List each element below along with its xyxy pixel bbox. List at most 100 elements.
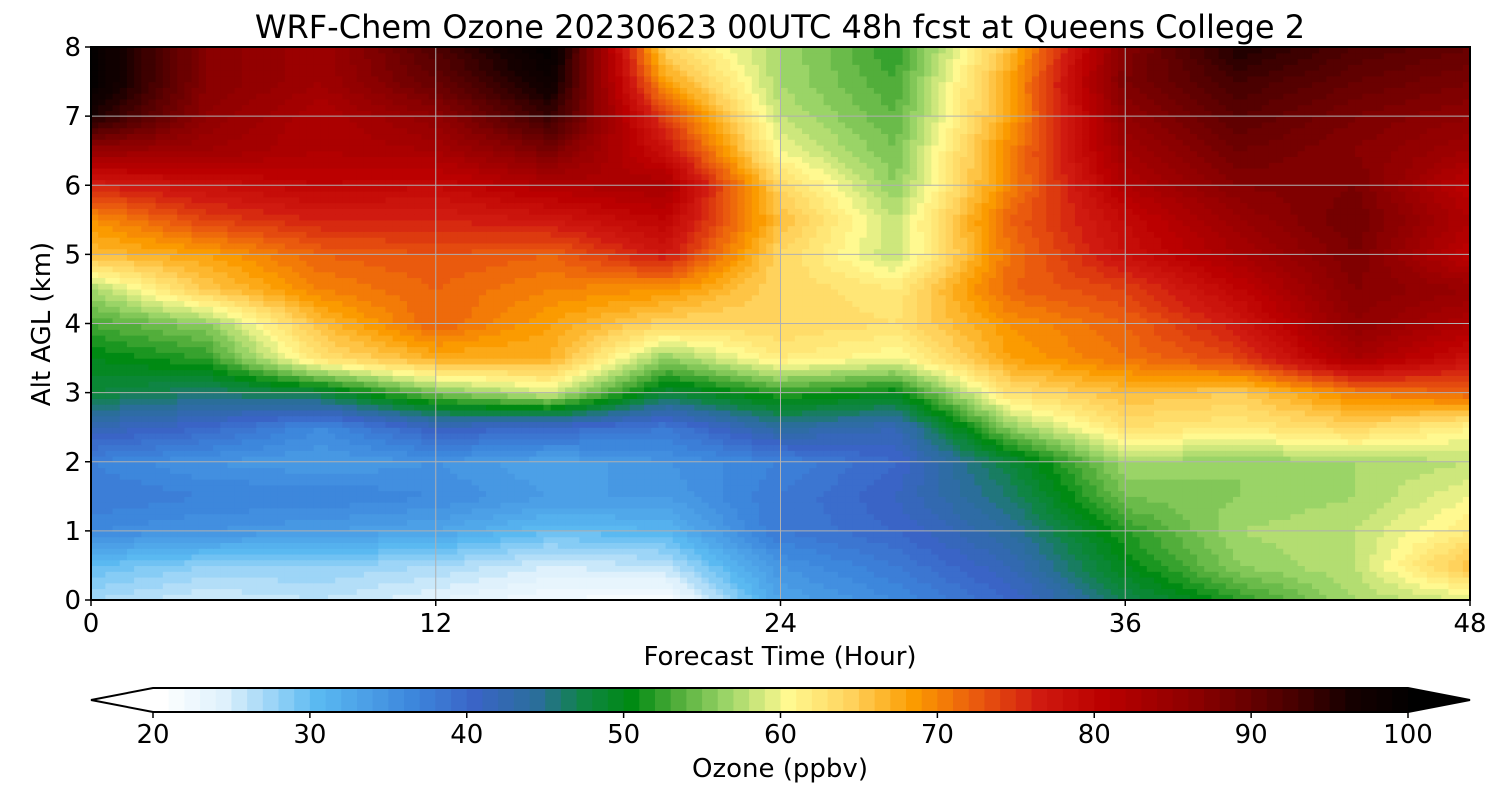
ozone-cell [1125,576,1134,584]
ozone-cell [866,467,875,474]
ozone-cell [1039,473,1047,480]
ozone-cell [952,571,961,578]
ozone-cell [744,548,753,555]
ozone-cell [464,513,473,520]
ozone-cell [478,542,487,549]
ozone-cell [1074,507,1083,515]
ozone-cell [98,553,106,561]
ozone-cell [1290,571,1299,578]
ozone-cell [1412,588,1421,595]
ozone-cell [1232,530,1241,538]
ozone-cell [895,467,904,474]
ozone-cell [672,582,681,590]
ozone-cell [802,455,810,463]
ozone-cell [665,576,674,584]
ozone-cell [284,576,293,584]
ozone-cell [1290,484,1299,492]
ozone-cell [141,588,150,595]
ozone-cell [572,507,580,515]
ozone-cell [967,525,976,532]
ozone-cell [320,513,329,520]
ozone-cell [1369,559,1378,567]
ozone-cell [909,588,918,595]
ozone-cell [385,467,394,474]
ozone-cell [888,588,897,595]
ozone-cell [1110,490,1119,497]
ozone-cell [1276,536,1284,543]
ozone-cell [1182,553,1191,561]
ozone-cell [363,525,372,532]
ozone-cell [1053,571,1062,578]
ozone-cell [105,582,114,590]
ozone-cell [1376,479,1385,486]
ozone-cell [1276,542,1284,549]
ozone-cell [277,519,286,526]
ozone-cell [1426,473,1435,480]
ozone-cell [1067,502,1076,509]
ozone-cell [1031,450,1040,457]
ozone-cell [277,467,286,474]
ozone-cell [126,530,135,538]
ozone-cell [622,582,631,590]
ozone-cell [1240,467,1248,474]
ozone-cell [1082,519,1090,526]
ozone-cell [701,519,710,526]
ozone-cell [644,484,652,492]
ozone-cell [1405,530,1414,538]
ozone-cell [299,594,308,600]
ozone-cell [205,455,214,463]
ozone-cell [658,450,667,457]
ozone-cell [1426,594,1435,600]
ozone-cell [1132,559,1141,567]
ozone-cell [1197,484,1205,492]
ozone-cell [1118,525,1126,532]
ozone-cell [830,519,839,526]
ozone-cell [450,450,458,457]
ozone-cell [184,542,193,549]
ozone-cell [672,455,681,463]
ozone-cell [1125,502,1134,509]
ozone-cell [270,525,279,532]
ozone-cell [622,565,631,572]
ozone-cell [1182,513,1191,520]
ozone-cell [665,594,674,600]
ozone-cell [1146,588,1155,595]
ozone-cell [170,479,178,486]
ozone-cell [967,530,976,538]
ozone-cell [421,455,430,463]
ozone-cell [1189,519,1198,526]
ozone-cell [1383,536,1392,543]
ozone-cell [320,484,329,492]
ozone-cell [514,565,523,572]
ozone-cell [988,519,997,526]
ozone-cell [378,548,387,555]
ozone-cell [881,548,889,555]
ozone-cell [1304,530,1313,538]
ozone-cell [1096,536,1105,543]
ozone-cell [407,519,415,526]
ozone-cell [148,588,157,595]
ozone-cell [665,490,674,497]
ozone-cell [1290,467,1299,474]
ozone-cell [952,473,961,480]
ozone-cell [1003,571,1011,578]
ozone-cell [1053,536,1062,543]
ozone-cell [672,496,681,503]
ozone-cell [1355,496,1363,503]
ozone-cell [708,582,717,590]
ozone-cell [486,548,494,555]
ozone-cell [960,479,968,486]
ozone-cell [600,542,609,549]
ozone-cell [572,450,580,457]
ozone-cell [787,525,796,532]
ozone-cell [328,496,336,503]
ozone-cell [1319,571,1327,578]
ozone-cell [1326,542,1335,549]
ozone-cell [442,461,451,469]
ozone-cell [902,525,911,532]
ozone-cell [1039,490,1047,497]
ozone-cell [1390,559,1399,567]
ozone-cell [895,502,904,509]
ozone-cell [766,479,774,486]
ozone-cell [1240,565,1248,572]
